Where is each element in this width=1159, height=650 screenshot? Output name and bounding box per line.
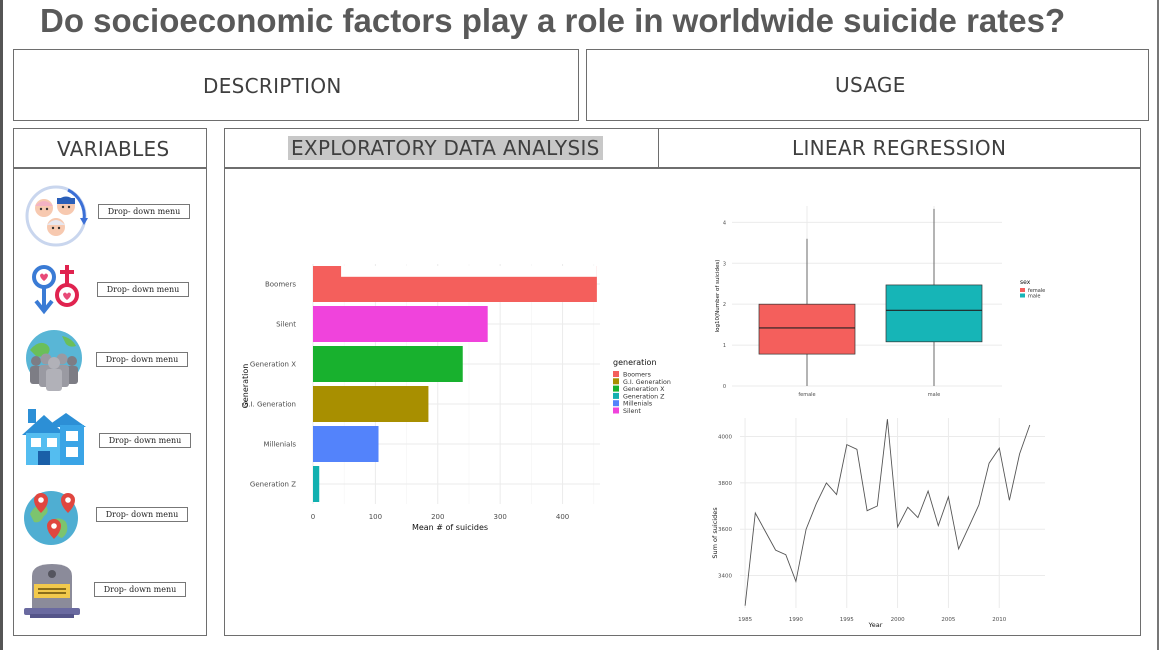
legend-label: female <box>1028 288 1045 294</box>
bar-silent <box>313 306 488 342</box>
sex-symbols-icon <box>22 257 86 321</box>
legend-swatch-generation-z <box>613 392 619 399</box>
window-edge-left <box>0 0 3 650</box>
population-group-icon <box>22 328 86 392</box>
tab-usage[interactable]: USAGE <box>586 49 1149 121</box>
legend-swatch-female <box>1020 288 1025 292</box>
tombstone-icon <box>20 560 84 624</box>
x-tick-label: 200 <box>431 513 444 521</box>
legend-label: Millenials <box>623 401 652 408</box>
x-tick-label: 1990 <box>789 617 803 623</box>
page-title: Do socioeconomic factors play a role in … <box>40 2 1066 39</box>
x-tick-label: 400 <box>556 513 569 521</box>
tab-regression-label: LINEAR REGRESSION <box>792 136 1007 160</box>
tab-exploratory-data-analysis[interactable]: EXPLORATORY DATA ANALYSIS <box>224 128 659 168</box>
age-generation-icon <box>24 184 88 248</box>
dropdown-menu-cause[interactable]: Drop- down menu <box>94 582 186 597</box>
plot-area <box>313 264 600 504</box>
box-female <box>758 303 856 355</box>
y-tick-label: 3600 <box>718 527 732 533</box>
x-tick-label: 100 <box>369 513 382 521</box>
legend-swatch-boomers <box>613 371 619 377</box>
y-tick-label: 1 <box>723 343 726 349</box>
y-axis-label: Sum of suicides <box>711 507 719 559</box>
tab-variables-label: VARIABLES <box>57 137 170 161</box>
y-tick-label: Generation Z <box>250 481 296 489</box>
dropdown-menu-housing[interactable]: Drop- down menu <box>99 433 191 448</box>
legend-swatch-generation-x <box>613 385 619 392</box>
legend-swatch-g-i-generation <box>613 378 619 385</box>
bar-g-i-generation <box>313 386 429 422</box>
legend-title: sex <box>1020 279 1031 286</box>
legend-label: G.I. Generation <box>623 379 671 386</box>
box-male <box>885 284 983 343</box>
x-tick-label: male <box>928 392 940 398</box>
y-tick-label: G.I. Generation <box>243 401 296 409</box>
x-tick-label: 300 <box>493 513 506 521</box>
legend-swatch-silent <box>613 407 619 414</box>
tab-description[interactable]: DESCRIPTION <box>13 49 579 121</box>
legend-label: male <box>1028 294 1040 300</box>
bar-notch <box>341 266 597 277</box>
y-tick-label: 3400 <box>718 574 732 580</box>
variables-panel <box>13 168 207 636</box>
y-tick-label: 4000 <box>718 435 732 441</box>
legend-swatch-millenials <box>613 400 619 407</box>
x-axis-label: Year <box>868 621 883 629</box>
tab-description-label: DESCRIPTION <box>203 74 342 98</box>
legend-swatch-male <box>1020 293 1025 298</box>
y-tick-label: Silent <box>276 321 296 329</box>
x-axis-label: Mean # of suicides <box>412 523 488 532</box>
y-tick-label: Generation X <box>250 361 296 369</box>
dropdown-menu-population[interactable]: Drop- down menu <box>96 352 188 367</box>
tab-usage-label: USAGE <box>835 73 906 97</box>
tab-variables[interactable]: VARIABLES <box>13 128 207 168</box>
x-tick-label: 2005 <box>941 617 955 623</box>
legend-title: generation <box>613 358 657 367</box>
dropdown-menu-sex[interactable]: Drop- down menu <box>97 282 189 297</box>
year-line-chart: 3400 3600 3800 4000 1985 1990 1995 2000 2005 2010… <box>711 418 1045 629</box>
x-tick-label: 2000 <box>891 617 905 623</box>
series-line <box>744 419 1031 606</box>
x-tick-label: 1995 <box>840 617 854 623</box>
window-edge-right <box>1157 0 1159 650</box>
dropdown-menu-generation[interactable]: Drop- down menu <box>98 204 190 219</box>
y-tick-label: 3800 <box>718 481 732 487</box>
tab-eda-label: EXPLORATORY DATA ANALYSIS <box>288 136 603 160</box>
y-tick-label: 0 <box>723 384 726 390</box>
x-tick-label: female <box>798 392 815 398</box>
house-icon <box>22 405 86 469</box>
legend-label: Boomers <box>623 372 651 379</box>
y-tick-label: Millenials <box>264 441 297 449</box>
bar-generation-z <box>313 466 320 502</box>
tab-linear-regression[interactable]: LINEAR REGRESSION <box>658 128 1141 168</box>
x-tick-label: 2010 <box>992 617 1006 623</box>
bar-generation-x <box>313 346 463 382</box>
y-tick-label: 3 <box>723 261 726 267</box>
y-tick-label: 2 <box>723 302 726 308</box>
legend-label: Generation X <box>623 386 665 393</box>
y-axis-label: log10(Number of suicides) <box>715 260 721 333</box>
legend-label: Generation Z <box>623 393 665 400</box>
x-tick-label: 0 <box>311 513 315 521</box>
dropdown-menu-country[interactable]: Drop- down menu <box>96 507 188 522</box>
y-tick-label: 4 <box>723 220 726 226</box>
y-tick-label: Boomers <box>265 281 296 289</box>
legend-label: Silent <box>623 408 641 415</box>
y-axis-label: Generation <box>241 364 250 409</box>
x-tick-label: 1985 <box>738 617 752 623</box>
bar-millenials <box>313 426 379 462</box>
globe-pins-icon <box>22 486 86 550</box>
